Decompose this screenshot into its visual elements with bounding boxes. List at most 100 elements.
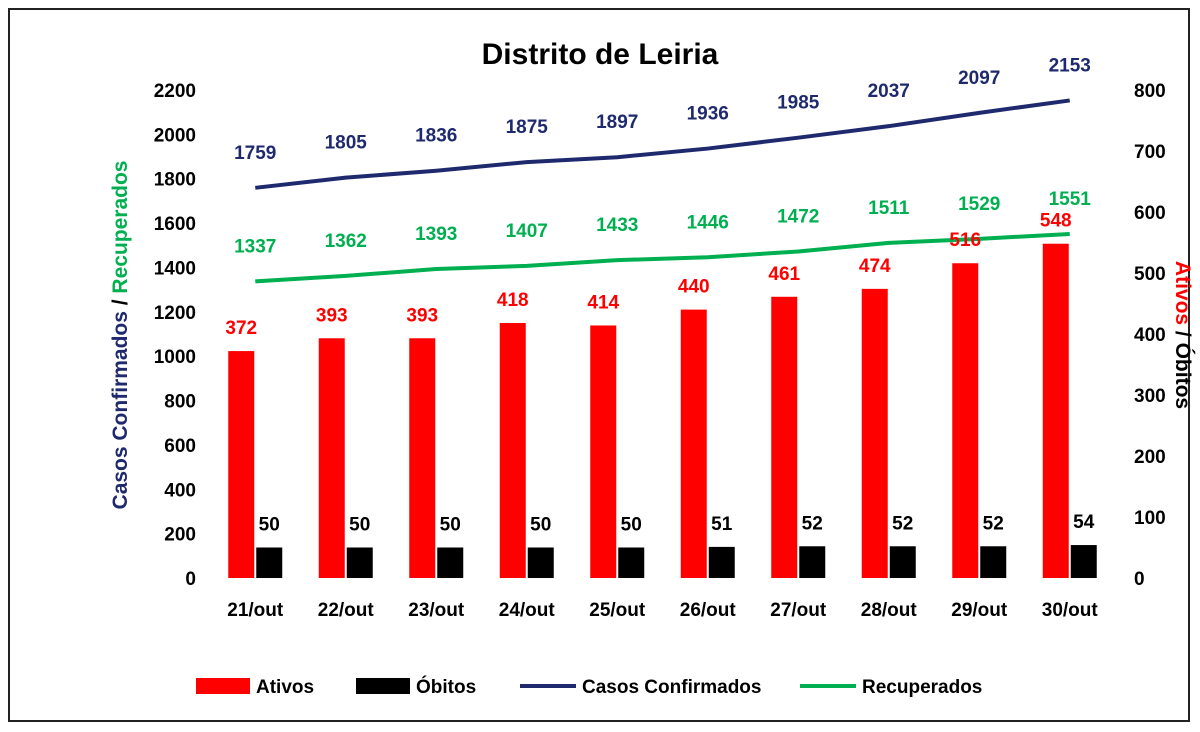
x-tick-label: 30/out bbox=[1042, 600, 1099, 621]
legend-swatch bbox=[196, 678, 250, 694]
data-label-ativos: 474 bbox=[859, 256, 891, 277]
data-label-recuperados: 1362 bbox=[325, 231, 367, 252]
left-axis-ticks: 0 200 400 600 800 1000 1200 1400 1600 1800 2000 220… bbox=[154, 81, 196, 590]
bars-layer bbox=[228, 243, 1097, 578]
x-tick-label: 29/out bbox=[951, 600, 1008, 621]
x-tick-label: 24/out bbox=[499, 600, 556, 621]
legend-swatch bbox=[356, 678, 410, 694]
data-label-casos: 1805 bbox=[325, 133, 368, 154]
bar-obitos bbox=[799, 546, 826, 578]
data-label-recuperados: 1511 bbox=[868, 198, 910, 219]
data-label-casos: 2153 bbox=[1049, 55, 1091, 76]
data-label-casos: 2097 bbox=[958, 68, 1000, 89]
bar-obitos bbox=[708, 546, 735, 578]
data-label-obitos: 50 bbox=[530, 515, 551, 536]
data-label-casos: 1985 bbox=[777, 93, 820, 114]
left-tick-label: 1800 bbox=[154, 170, 196, 191]
bar-obitos bbox=[889, 546, 916, 578]
bar-obitos bbox=[980, 546, 1007, 578]
left-axis-label: Casos Confirmados / Recuperados bbox=[109, 161, 132, 510]
data-label-recuperados: 1337 bbox=[234, 236, 276, 257]
legend-label: Recuperados bbox=[862, 677, 982, 698]
data-label-obitos: 50 bbox=[440, 515, 461, 536]
right-axis-ticks: 0 100 200 300 400 500 600 700 800 bbox=[1134, 81, 1166, 590]
x-tick-label: 27/out bbox=[770, 600, 827, 621]
x-tick-label: 28/out bbox=[861, 600, 918, 621]
bar-ativos bbox=[771, 296, 798, 578]
data-labels-layer: 372 393 393 418 414 440 461 474 516 548 50 50 50 50 50… bbox=[225, 55, 1094, 535]
bar-obitos bbox=[437, 547, 464, 578]
bar-ativos bbox=[499, 323, 526, 578]
bar-obitos bbox=[618, 547, 645, 578]
left-tick-label: 1600 bbox=[154, 214, 196, 235]
x-tick-label: 22/out bbox=[318, 600, 375, 621]
data-label-casos: 1759 bbox=[234, 143, 276, 164]
data-label-recuperados: 1433 bbox=[596, 215, 638, 236]
data-label-ativos: 418 bbox=[497, 290, 529, 311]
data-label-obitos: 50 bbox=[259, 515, 280, 536]
left-tick-label: 1400 bbox=[154, 258, 196, 279]
data-label-obitos: 52 bbox=[802, 513, 823, 534]
left-tick-label: 800 bbox=[164, 392, 196, 413]
data-label-casos: 1897 bbox=[596, 112, 638, 133]
x-tick-label: 26/out bbox=[680, 600, 737, 621]
data-label-recuperados: 1446 bbox=[687, 212, 729, 233]
left-tick-label: 1000 bbox=[154, 347, 196, 368]
data-label-ativos: 548 bbox=[1040, 211, 1072, 232]
x-tick-label: 25/out bbox=[589, 600, 646, 621]
line-casos-confirmados bbox=[255, 98, 1071, 190]
data-label-ativos: 461 bbox=[768, 264, 800, 285]
data-label-casos: 1936 bbox=[687, 104, 729, 125]
axis-label-sep: / bbox=[109, 294, 132, 312]
data-label-recuperados: 1393 bbox=[415, 224, 457, 245]
left-tick-label: 1200 bbox=[154, 303, 196, 324]
data-label-casos: 1836 bbox=[415, 126, 457, 147]
right-tick-label: 700 bbox=[1134, 142, 1166, 163]
data-label-casos: 1875 bbox=[506, 117, 549, 138]
legend-label: Óbitos bbox=[416, 676, 476, 698]
right-tick-label: 600 bbox=[1134, 203, 1166, 224]
legend-label: Ativos bbox=[256, 677, 314, 698]
right-tick-label: 100 bbox=[1134, 508, 1166, 529]
right-axis-label: Ativos / Óbitos bbox=[1171, 261, 1195, 409]
data-label-recuperados: 1529 bbox=[958, 194, 1000, 215]
data-label-casos: 2037 bbox=[868, 81, 910, 102]
axis-label-part2: Recuperados bbox=[109, 161, 132, 294]
data-label-ativos: 372 bbox=[225, 318, 257, 339]
right-tick-label: 800 bbox=[1134, 81, 1166, 102]
bar-obitos bbox=[346, 547, 373, 578]
left-tick-label: 600 bbox=[164, 436, 196, 457]
right-tick-label: 0 bbox=[1134, 569, 1145, 590]
data-label-ativos: 516 bbox=[949, 230, 981, 251]
right-tick-label: 200 bbox=[1134, 447, 1166, 468]
data-label-ativos: 393 bbox=[316, 305, 348, 326]
bar-ativos bbox=[228, 351, 255, 578]
bar-ativos bbox=[590, 325, 617, 578]
data-label-obitos: 50 bbox=[349, 515, 370, 536]
data-label-recuperados: 1472 bbox=[777, 206, 819, 227]
data-label-obitos: 50 bbox=[621, 515, 642, 536]
left-tick-label: 0 bbox=[185, 569, 196, 590]
bar-ativos bbox=[680, 309, 707, 578]
axis-label-part2: Óbitos bbox=[1171, 343, 1195, 410]
left-tick-label: 2000 bbox=[154, 125, 196, 146]
right-tick-label: 400 bbox=[1134, 325, 1166, 346]
legend-label: Casos Confirmados bbox=[582, 677, 761, 698]
bar-obitos bbox=[527, 547, 554, 578]
bar-obitos bbox=[1070, 545, 1097, 578]
data-label-ativos: 440 bbox=[678, 277, 710, 298]
data-label-obitos: 51 bbox=[711, 514, 733, 535]
data-label-obitos: 52 bbox=[892, 513, 913, 534]
legend: Ativos Óbitos Casos Confirmados Recuperados bbox=[196, 676, 982, 698]
bar-ativos bbox=[318, 338, 345, 578]
x-tick-label: 21/out bbox=[227, 600, 284, 621]
bar-obitos bbox=[256, 547, 283, 578]
left-tick-label: 400 bbox=[164, 480, 196, 501]
x-axis-ticks: 21/out 22/out 23/out 24/out 25/out 26/out 27/o… bbox=[227, 600, 1098, 621]
data-label-recuperados: 1407 bbox=[506, 221, 548, 242]
left-tick-label: 2200 bbox=[154, 81, 196, 102]
bar-ativos bbox=[1042, 243, 1069, 578]
axis-label-sep: / bbox=[1171, 325, 1194, 343]
axis-label-part1: Ativos bbox=[1171, 261, 1194, 325]
